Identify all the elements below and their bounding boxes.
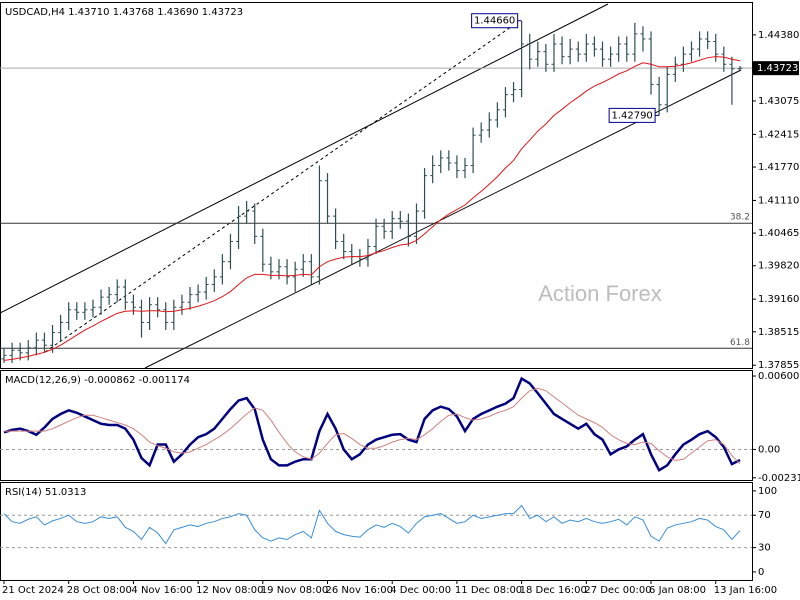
annotation-label: 1.44660 [474, 16, 515, 27]
x-tick-label: 21 Oct 2024 [2, 585, 64, 596]
y-tick-label: 1.37855 [758, 360, 799, 371]
panel-header-value: 1.43723 [202, 7, 243, 18]
panel-header-value: 1.43690 [157, 7, 198, 18]
panel-header-value: 1.43710 [68, 7, 109, 18]
y-tick-label: 1.42415 [758, 129, 799, 140]
watermark: Action Forex [538, 281, 662, 306]
y-tick-label: 1.41770 [758, 162, 799, 173]
y-tick-label: 100 [758, 486, 777, 497]
x-tick-label: 18 Dec 16:00 [520, 585, 587, 596]
panel-header-value: -0.001174 [139, 375, 190, 386]
y-tick-label: 0 [758, 567, 764, 578]
last-price-label: 1.43723 [757, 63, 798, 74]
x-tick-label: 4 Dec 00:00 [390, 585, 451, 596]
y-tick-label: 1.44380 [758, 30, 799, 41]
y-tick-label: 1.39160 [758, 294, 799, 305]
panel-header-value: -0.000862 [84, 375, 135, 386]
channel-upper [0, 3, 609, 314]
panel-title-name: RSI(14) [5, 487, 42, 498]
x-tick-label: 27 Dec 00:00 [584, 585, 651, 596]
x-tick-label: 11 Dec 08:00 [455, 585, 522, 596]
fib-label: 38.2 [730, 213, 750, 223]
x-tick-label: 13 Jan 16:00 [714, 585, 777, 596]
fib-label: 61.8 [730, 338, 750, 348]
panel-title: MACD(12,26,9) -0.000862 -0.001174 [5, 375, 190, 386]
panel-header-value: 51.0313 [45, 487, 86, 498]
panel-title-name: USDCAD,H4 [5, 7, 65, 18]
last-price-box [753, 61, 799, 76]
y-tick-label: 1.43075 [758, 96, 799, 107]
panel-frame [0, 482, 753, 581]
annotation-box [608, 107, 656, 123]
y-tick-label: 1.41110 [758, 195, 799, 206]
series-line [3, 504, 741, 545]
x-tick-label: 12 Nov 08:00 [196, 585, 263, 596]
panel-frame [0, 370, 753, 481]
panel-title-name: MACD(12,26,9) [5, 375, 81, 386]
y-tick-label: -0.002318 [758, 473, 800, 484]
y-tick-label: 70 [758, 510, 771, 521]
panel-title: USDCAD,H4 1.43710 1.43768 1.43690 1.4372… [5, 7, 243, 18]
y-tick-label: 1.39820 [758, 261, 799, 272]
series-line [4, 387, 741, 465]
y-tick-label: 0.00 [758, 444, 780, 455]
panel-header-value: 1.43768 [113, 7, 154, 18]
channel-mid [44, 21, 519, 353]
x-tick-label: 26 Nov 16:00 [326, 585, 393, 596]
y-tick-label: 1.40465 [758, 228, 799, 239]
y-tick-label: 30 [758, 543, 771, 554]
panel-title: RSI(14) 51.0313 [5, 487, 86, 498]
annotation-label: 1.42790 [611, 110, 652, 121]
x-tick-label: 28 Oct 08:00 [67, 585, 132, 596]
panel-frame [0, 2, 753, 369]
x-tick-label: 4 Nov 16:00 [131, 585, 192, 596]
moving-average [3, 56, 741, 361]
x-tick-label: 6 Jan 08:00 [649, 585, 706, 596]
series-line [3, 376, 741, 472]
y-tick-label: 0.006007 [758, 371, 800, 382]
x-tick-label: 19 Nov 08:00 [261, 585, 328, 596]
y-tick-label: 1.38515 [758, 327, 799, 338]
annotation-box [471, 13, 519, 29]
